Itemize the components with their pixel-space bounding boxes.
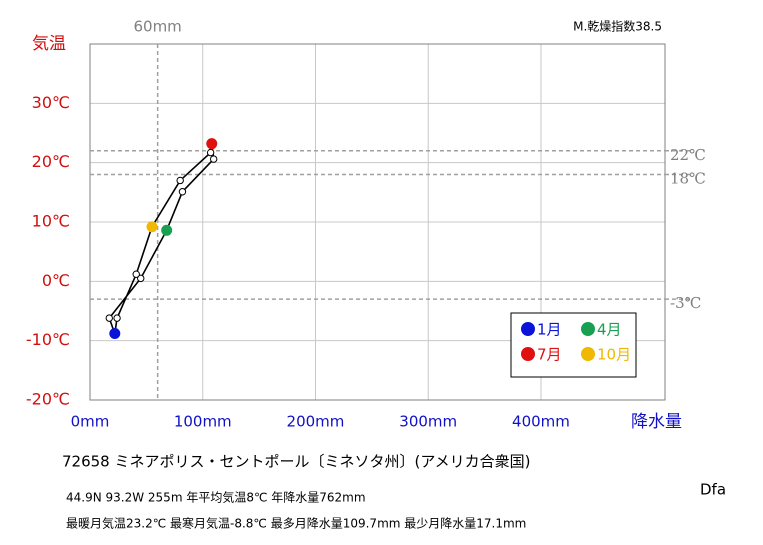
legend-label: 1月 xyxy=(537,321,562,339)
y-tick-label: 20℃ xyxy=(32,152,70,171)
y-tick-label: -20℃ xyxy=(26,390,70,409)
month-point xyxy=(176,176,184,185)
month-point xyxy=(137,274,145,283)
y-tick-label: 0℃ xyxy=(42,271,70,290)
month-point xyxy=(132,270,140,278)
reference-label: 22℃ xyxy=(670,146,706,164)
legend-box xyxy=(510,312,637,378)
legend-marker xyxy=(581,347,595,361)
station-title: 72658 ミネアポリス・セントポール〔ミネソタ州〕(アメリカ合衆国) xyxy=(62,453,530,471)
month-point xyxy=(206,138,218,150)
y-axis-label: 気温 xyxy=(32,34,66,54)
month-point xyxy=(146,221,158,233)
legend-marker xyxy=(521,322,535,336)
legend-marker xyxy=(581,322,595,336)
x-tick-label: 400mm xyxy=(512,413,570,431)
x-tick-label: 0mm xyxy=(71,413,110,431)
month-point xyxy=(113,314,121,322)
info-line: 最暖月気温23.2℃ 最寒月気温-8.8℃ 最多月降水量109.7mm 最少月降… xyxy=(66,516,526,531)
reference-label: 60mm xyxy=(133,18,181,36)
x-tick-label: 200mm xyxy=(287,413,345,431)
dryness-index: M.乾燥指数38.5 xyxy=(573,19,662,34)
x-axis-label: 降水量 xyxy=(631,412,682,432)
x-tick-label: 300mm xyxy=(399,413,457,431)
month-point xyxy=(161,224,173,236)
month-point xyxy=(105,314,113,322)
legend-label: 4月 xyxy=(597,321,622,339)
y-tick-label: 10℃ xyxy=(32,212,70,231)
month-point xyxy=(209,155,218,163)
month-point xyxy=(206,148,215,157)
y-tick-label: 30℃ xyxy=(32,93,70,112)
reference-label: 18℃ xyxy=(670,170,706,188)
plot-frame xyxy=(89,43,666,401)
month-point xyxy=(109,328,121,340)
month-point xyxy=(178,188,187,196)
legend-marker xyxy=(521,347,535,361)
climate-class: Dfa xyxy=(700,481,726,499)
legend-label: 10月 xyxy=(597,346,631,364)
reference-label: -3℃ xyxy=(670,294,701,312)
x-tick-label: 100mm xyxy=(174,413,232,431)
legend-label: 7月 xyxy=(537,346,562,364)
y-tick-label: -10℃ xyxy=(26,330,70,349)
info-line: 44.9N 93.2W 255m 年平均気温8℃ 年降水量762mm xyxy=(66,490,366,505)
